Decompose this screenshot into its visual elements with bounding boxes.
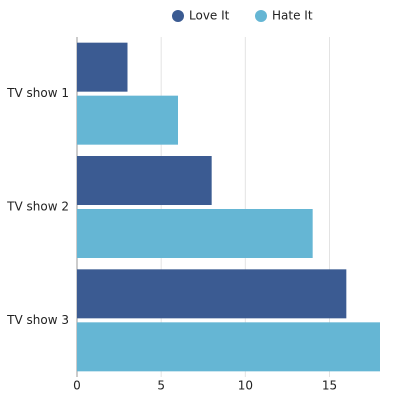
y-tick-label: TV show 1 bbox=[6, 86, 69, 100]
legend-marker bbox=[172, 10, 184, 22]
legend-label: Love It bbox=[189, 9, 230, 23]
bar bbox=[77, 322, 380, 372]
x-tick-label: 5 bbox=[157, 379, 165, 393]
legend-marker bbox=[255, 10, 267, 22]
bar bbox=[77, 269, 347, 319]
bar bbox=[77, 95, 178, 145]
y-tick-label: TV show 2 bbox=[6, 200, 69, 214]
legend-label: Hate It bbox=[272, 9, 313, 23]
bar bbox=[77, 156, 212, 205]
y-tick-label: TV show 3 bbox=[6, 313, 69, 327]
x-tick-label: 15 bbox=[322, 379, 337, 393]
bar bbox=[77, 209, 313, 258]
bar bbox=[77, 42, 128, 92]
x-tick-label: 10 bbox=[238, 379, 253, 393]
x-tick-label: 0 bbox=[73, 379, 81, 393]
